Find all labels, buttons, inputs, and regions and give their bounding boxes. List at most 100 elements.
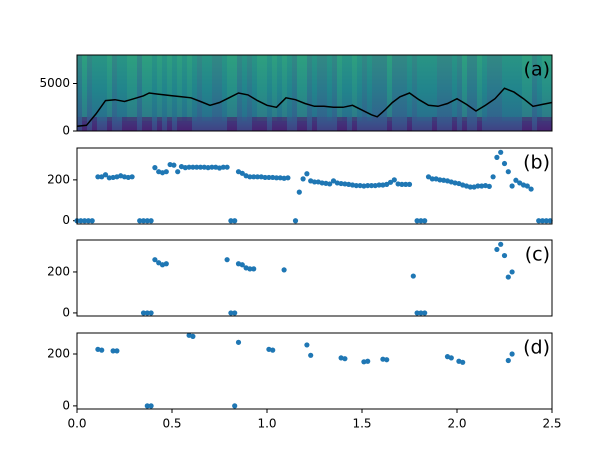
spectrogram-stripe: [327, 55, 332, 121]
point: [247, 174, 253, 180]
point: [78, 218, 84, 224]
spectrogram-stripe: [142, 55, 147, 121]
spectrogram-stripe: [167, 55, 172, 121]
panel-label: (a): [524, 59, 550, 81]
spectrogram-stripe: [442, 117, 447, 131]
point: [376, 182, 382, 188]
spectrogram-stripe: [197, 55, 202, 121]
spectrogram-stripe: [452, 55, 457, 121]
y-tick-label: 200: [47, 172, 70, 186]
spectrogram-stripe: [162, 55, 167, 121]
point: [410, 273, 416, 279]
spectrogram-stripe: [307, 117, 312, 131]
point: [144, 403, 150, 409]
spectrogram-stripe: [122, 117, 127, 131]
spectrogram-stripe: [377, 117, 382, 131]
spectrogram-stripe: [92, 55, 97, 121]
spectrogram-stripe: [187, 117, 192, 131]
point: [205, 165, 211, 171]
point: [292, 218, 299, 224]
point: [501, 252, 508, 259]
spectrogram-stripe: [117, 55, 122, 121]
spectrogram-stripe: [177, 117, 182, 131]
spectrogram-stripe: [412, 55, 417, 121]
spectrogram-stripe: [382, 55, 387, 121]
point: [194, 164, 200, 170]
spectrogram-stripe: [257, 55, 262, 121]
point: [224, 257, 230, 263]
point: [148, 403, 154, 409]
point: [414, 310, 420, 316]
spectrogram-stripe: [292, 117, 297, 131]
panel-label: (d): [523, 337, 550, 359]
point: [505, 169, 511, 175]
point: [273, 175, 280, 181]
point: [190, 164, 196, 170]
spectrogram-stripe: [517, 55, 522, 121]
spectrogram-stripe: [537, 117, 542, 131]
spectrogram-stripe: [137, 55, 142, 121]
spectrogram-stripe: [212, 55, 217, 121]
spectrogram-stripe: [497, 55, 502, 121]
spectrogram-stripe: [367, 55, 372, 121]
point: [460, 359, 466, 365]
spectrogram-stripe: [272, 55, 277, 121]
spectrogram-stripe: [162, 117, 167, 131]
point: [475, 183, 481, 189]
point: [330, 178, 337, 184]
spectrogram-stripe: [312, 55, 317, 121]
spectrogram-stripe: [502, 117, 507, 131]
spectrogram-stripe: [247, 55, 252, 121]
point: [425, 174, 432, 180]
point: [175, 169, 181, 175]
point: [319, 180, 325, 186]
spectrogram-stripe: [222, 55, 227, 121]
point: [99, 174, 105, 180]
point: [308, 352, 314, 358]
point: [281, 267, 287, 273]
spectrogram-stripe: [302, 117, 307, 131]
spectrogram-stripe: [422, 117, 427, 131]
spectrogram-stripe: [132, 55, 137, 121]
point: [152, 165, 158, 171]
point: [129, 174, 135, 180]
spectrogram-stripe: [327, 117, 332, 131]
x-tick-label: 2.0: [447, 417, 466, 431]
y-tick-label: 0: [62, 398, 70, 412]
spectrogram-stripe: [272, 117, 277, 131]
panel-label: (c): [525, 244, 550, 266]
spectrogram-stripe: [152, 55, 157, 121]
spectrogram-stripe: [347, 55, 352, 121]
spectrogram-stripe: [322, 117, 327, 131]
spectrogram-stripe: [127, 117, 132, 131]
axes-frame: [76, 332, 553, 410]
spectrogram-stripe: [542, 55, 547, 121]
point: [479, 183, 485, 189]
spectrogram-stripe: [267, 117, 272, 131]
spectrogram-stripe: [402, 117, 407, 131]
point: [547, 218, 553, 224]
point: [247, 266, 253, 272]
point: [505, 357, 511, 364]
point: [365, 182, 371, 189]
point: [220, 164, 226, 170]
spectrogram-stripe: [332, 117, 337, 131]
spectrogram-stripe: [232, 117, 237, 131]
point: [99, 347, 105, 353]
spectrogram-stripe: [237, 117, 242, 131]
point: [197, 164, 204, 170]
point: [509, 269, 515, 275]
point: [399, 181, 405, 187]
spectrogram-stripe: [372, 55, 377, 121]
point: [232, 310, 238, 316]
point: [82, 218, 88, 224]
spectrogram-stripe: [447, 117, 452, 131]
spectrogram-stripe: [132, 117, 137, 131]
panel-label: (b): [523, 152, 550, 174]
point: [114, 348, 120, 354]
x-tick-label: 2.5: [542, 417, 561, 431]
point: [140, 218, 147, 224]
point: [190, 333, 196, 339]
y-tick-label: 200: [47, 347, 70, 361]
spectrogram-stripe: [492, 55, 497, 121]
